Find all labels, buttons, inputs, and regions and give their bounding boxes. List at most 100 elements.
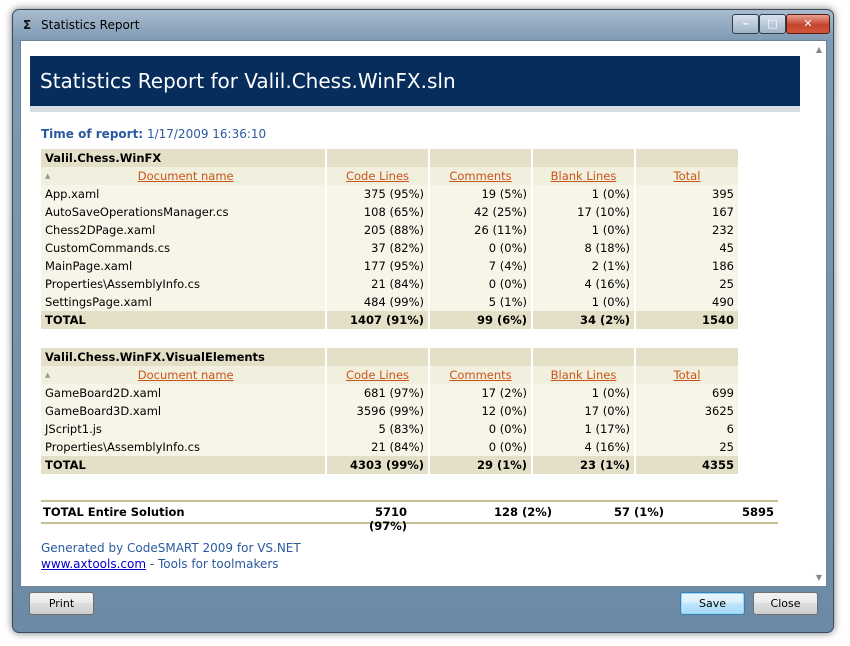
column-header-link[interactable]: Total [673,169,701,183]
statistics-report-window: Σ Statistics Report – □ ✕ Statistics Rep… [12,9,834,633]
value-cell: 1 (0%) [531,384,635,402]
project-table: Valil.Chess.WinFX.VisualElements ▲ Documen… [41,348,738,474]
project-total-row: TOTAL 1407 (91%) 99 (6%) 34 (2%) 1540 [41,311,738,329]
empty-cell [531,149,635,167]
table-row: SettingsPage.xaml 484 (99%) 5 (1%) 1 (0%) 49… [41,293,738,311]
column-header-blank[interactable]: Blank Lines [531,366,635,384]
empty-cell [428,348,532,366]
value-cell: 186 [634,257,738,275]
value-cell: 17 (0%) [531,402,635,420]
value-cell: 0 (0%) [428,239,532,257]
value-cell: 108 (65%) [325,203,429,221]
close-window-button[interactable]: ✕ [786,14,830,34]
empty-cell [634,348,738,366]
total-value-cell: 1540 [634,311,738,329]
value-cell: 6 [634,420,738,438]
generated-by-text: Generated by CodeSMART 2009 for VS.NET [41,541,301,555]
report-header: Statistics Report for Valil.Chess.WinFX.… [30,56,800,112]
document-name-cell: GameBoard2D.xaml [41,384,326,402]
column-header-link[interactable]: Total [673,368,701,382]
value-cell: 0 (0%) [428,420,532,438]
document-name-cell: JScript1.js [41,420,326,438]
project-name: Valil.Chess.WinFX.VisualElements [41,348,326,366]
window-title: Statistics Report [41,18,140,32]
value-cell: 17 (10%) [531,203,635,221]
column-header-code[interactable]: Code Lines [325,366,429,384]
report-view: Statistics Report for Valil.Chess.WinFX.… [20,40,827,587]
close-button[interactable]: Close [753,592,818,615]
value-cell: 5 (83%) [325,420,429,438]
value-cell: 37 (82%) [325,239,429,257]
empty-cell [325,348,429,366]
solution-comments: 128 (2%) [493,505,552,519]
minimize-icon: – [742,17,749,30]
maximize-icon: □ [767,17,778,30]
maximize-button[interactable]: □ [759,14,786,34]
title-bar[interactable]: Σ Statistics Report – □ ✕ [13,10,833,42]
column-header-doc[interactable]: ▲ Document name [41,366,326,384]
column-header-doc[interactable]: ▲ Document name [41,167,326,185]
save-button[interactable]: Save [680,592,745,615]
value-cell: 1 (0%) [531,293,635,311]
axtools-link[interactable]: www.axtools.com [41,557,147,571]
value-cell: 699 [634,384,738,402]
total-value-cell: 1407 (91%) [325,311,429,329]
empty-cell [428,149,532,167]
document-name-cell: Chess2DPage.xaml [41,221,326,239]
sort-ascending-icon: ▲ [45,172,51,180]
table-row: GameBoard2D.xaml 681 (97%) 17 (2%) 1 (0%) 69… [41,384,738,402]
column-header-link[interactable]: Comments [449,368,512,382]
column-header-link[interactable]: Document name [137,169,234,183]
sigma-icon: Σ [23,18,32,32]
value-cell: 2 (1%) [531,257,635,275]
column-header-total[interactable]: Total [634,167,738,185]
table-row: App.xaml 375 (95%) 19 (5%) 1 (0%) 395 [41,185,738,203]
column-header-link[interactable]: Document name [137,368,234,382]
total-value-cell: 23 (1%) [531,456,635,474]
column-header-link[interactable]: Code Lines [345,169,410,183]
column-header-link[interactable]: Blank Lines [550,169,617,183]
column-header-code[interactable]: Code Lines [325,167,429,185]
value-cell: 490 [634,293,738,311]
document-name-cell: SettingsPage.xaml [41,293,326,311]
column-header-comments[interactable]: Comments [428,167,532,185]
total-label: TOTAL [41,311,326,329]
document-name-cell: App.xaml [41,185,326,203]
value-cell: 4 (16%) [531,438,635,456]
value-cell: 21 (84%) [325,275,429,293]
print-button[interactable]: Print [29,592,94,615]
scroll-down-icon[interactable]: ▼ [815,573,823,582]
minimize-button[interactable]: – [732,14,759,34]
column-header-blank[interactable]: Blank Lines [531,167,635,185]
value-cell: 4 (16%) [531,275,635,293]
column-header-row: ▲ Document name Code Lines Comments Blank Li… [41,366,738,384]
value-cell: 25 [634,275,738,293]
value-cell: 167 [634,203,738,221]
value-cell: 395 [634,185,738,203]
project-name-row: Valil.Chess.WinFX [41,149,738,167]
value-cell: 42 (25%) [428,203,532,221]
value-cell: 375 (95%) [325,185,429,203]
document-name-cell: GameBoard3D.xaml [41,402,326,420]
table-row: Properties\AssemblyInfo.cs 21 (84%) 0 (0%)… [41,275,738,293]
solution-blank-lines: 57 (1%) [613,505,664,519]
column-header-link[interactable]: Comments [449,169,512,183]
scroll-up-icon[interactable]: ▲ [815,45,823,54]
value-cell: 3625 [634,402,738,420]
column-header-link[interactable]: Blank Lines [550,368,617,382]
column-header-total[interactable]: Total [634,366,738,384]
value-cell: 0 (0%) [428,438,532,456]
table-row: JScript1.js 5 (83%) 0 (0%) 1 (17%) 6 [41,420,738,438]
empty-cell [325,149,429,167]
table-row: Properties\AssemblyInfo.cs 21 (84%) 0 (0%)… [41,438,738,456]
vertical-scrollbar[interactable]: ▲ ▼ [812,41,826,586]
column-header-comments[interactable]: Comments [428,366,532,384]
value-cell: 25 [634,438,738,456]
value-cell: 21 (84%) [325,438,429,456]
column-header-link[interactable]: Code Lines [345,368,410,382]
document-name-cell: CustomCommands.cs [41,239,326,257]
document-name-cell: AutoSaveOperationsManager.cs [41,203,326,221]
value-cell: 232 [634,221,738,239]
close-icon: ✕ [803,17,813,30]
total-value-cell: 4355 [634,456,738,474]
